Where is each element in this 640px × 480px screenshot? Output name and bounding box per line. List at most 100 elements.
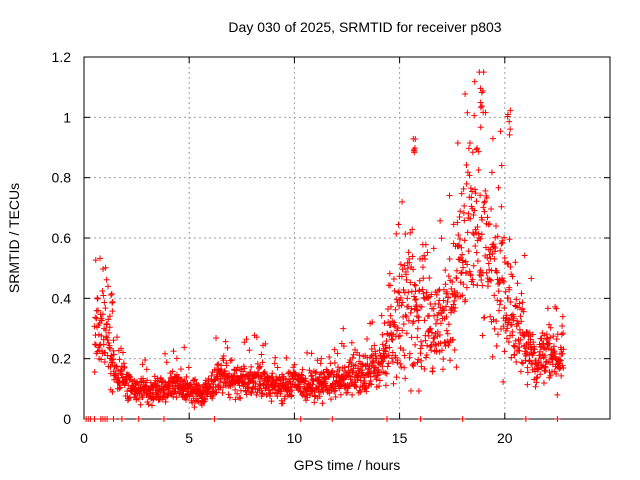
data-point	[537, 371, 544, 378]
data-point	[454, 289, 461, 296]
data-point	[154, 382, 161, 389]
data-point	[554, 416, 561, 422]
data-point	[415, 356, 422, 363]
data-point	[505, 260, 512, 267]
data-point	[487, 246, 494, 253]
data-point	[521, 333, 528, 340]
data-point	[484, 254, 491, 261]
data-point	[368, 346, 375, 353]
data-point	[513, 359, 520, 366]
data-point	[385, 352, 392, 359]
data-point	[522, 345, 529, 352]
data-point	[258, 351, 265, 358]
data-point	[392, 306, 399, 313]
data-point	[108, 291, 115, 298]
data-point	[422, 241, 429, 248]
data-point	[355, 373, 362, 380]
data-point	[376, 377, 383, 384]
data-point	[484, 214, 491, 221]
data-point	[417, 345, 424, 352]
data-point	[170, 348, 177, 355]
data-point	[218, 362, 225, 369]
x-axis-label: GPS time / hours	[294, 457, 401, 473]
data-point	[528, 275, 535, 282]
data-point	[223, 362, 230, 369]
data-point	[109, 308, 116, 315]
data-point	[463, 161, 470, 168]
data-point	[326, 354, 333, 361]
data-point	[461, 202, 468, 209]
data-point	[512, 259, 519, 266]
data-point	[447, 357, 454, 364]
data-point	[489, 353, 496, 360]
data-point	[501, 304, 508, 311]
data-point	[98, 317, 105, 324]
data-point	[105, 340, 112, 347]
data-point	[544, 305, 551, 312]
data-point	[102, 264, 109, 271]
data-point	[461, 217, 468, 224]
data-point	[341, 364, 348, 371]
data-point	[421, 365, 428, 372]
data-point	[560, 330, 567, 337]
data-point	[257, 382, 264, 389]
data-point	[335, 364, 342, 371]
data-point	[148, 402, 155, 409]
data-point	[407, 387, 414, 394]
data-point	[248, 363, 255, 370]
data-point	[228, 357, 235, 364]
data-point	[460, 264, 467, 271]
y-tick-label: 0.4	[52, 290, 72, 306]
data-point	[524, 369, 531, 376]
data-point	[185, 364, 192, 371]
data-point	[104, 416, 111, 422]
data-point	[467, 185, 474, 192]
data-point	[102, 349, 109, 356]
data-point	[463, 270, 470, 277]
data-point	[109, 298, 116, 305]
data-point	[94, 295, 101, 302]
data-point	[472, 190, 479, 197]
data-point	[541, 352, 548, 359]
data-point	[493, 222, 500, 229]
data-point	[489, 135, 496, 142]
data-point	[398, 364, 405, 371]
data-point	[350, 351, 357, 358]
data-point	[347, 373, 354, 380]
data-point	[406, 350, 413, 357]
data-point	[543, 331, 550, 338]
data-point	[547, 372, 554, 379]
data-point	[332, 387, 339, 394]
data-point	[450, 221, 457, 228]
data-point	[516, 340, 523, 347]
x-tick-label: 0	[80, 430, 88, 446]
chart-title: Day 030 of 2025, SRMTID for receiver p80…	[228, 19, 501, 35]
data-point	[271, 360, 278, 367]
data-point	[100, 341, 107, 348]
data-point	[506, 118, 513, 125]
data-point	[356, 387, 363, 394]
data-point	[488, 169, 495, 176]
data-point	[303, 397, 310, 404]
data-point	[446, 339, 453, 346]
data-point	[352, 362, 359, 369]
data-point	[418, 338, 425, 345]
data-point	[92, 257, 99, 264]
data-point	[553, 336, 560, 343]
data-point	[533, 375, 540, 382]
data-point	[422, 337, 429, 344]
data-point	[316, 393, 323, 400]
data-point	[191, 404, 198, 411]
data-point	[348, 339, 355, 346]
data-point	[139, 393, 146, 400]
data-point	[521, 252, 528, 259]
data-point	[540, 380, 547, 387]
data-point	[517, 313, 524, 320]
data-point	[507, 107, 514, 114]
data-point	[553, 370, 560, 377]
data-point	[376, 383, 383, 390]
data-point	[448, 285, 455, 292]
data-point	[465, 145, 472, 152]
data-point	[168, 374, 175, 381]
